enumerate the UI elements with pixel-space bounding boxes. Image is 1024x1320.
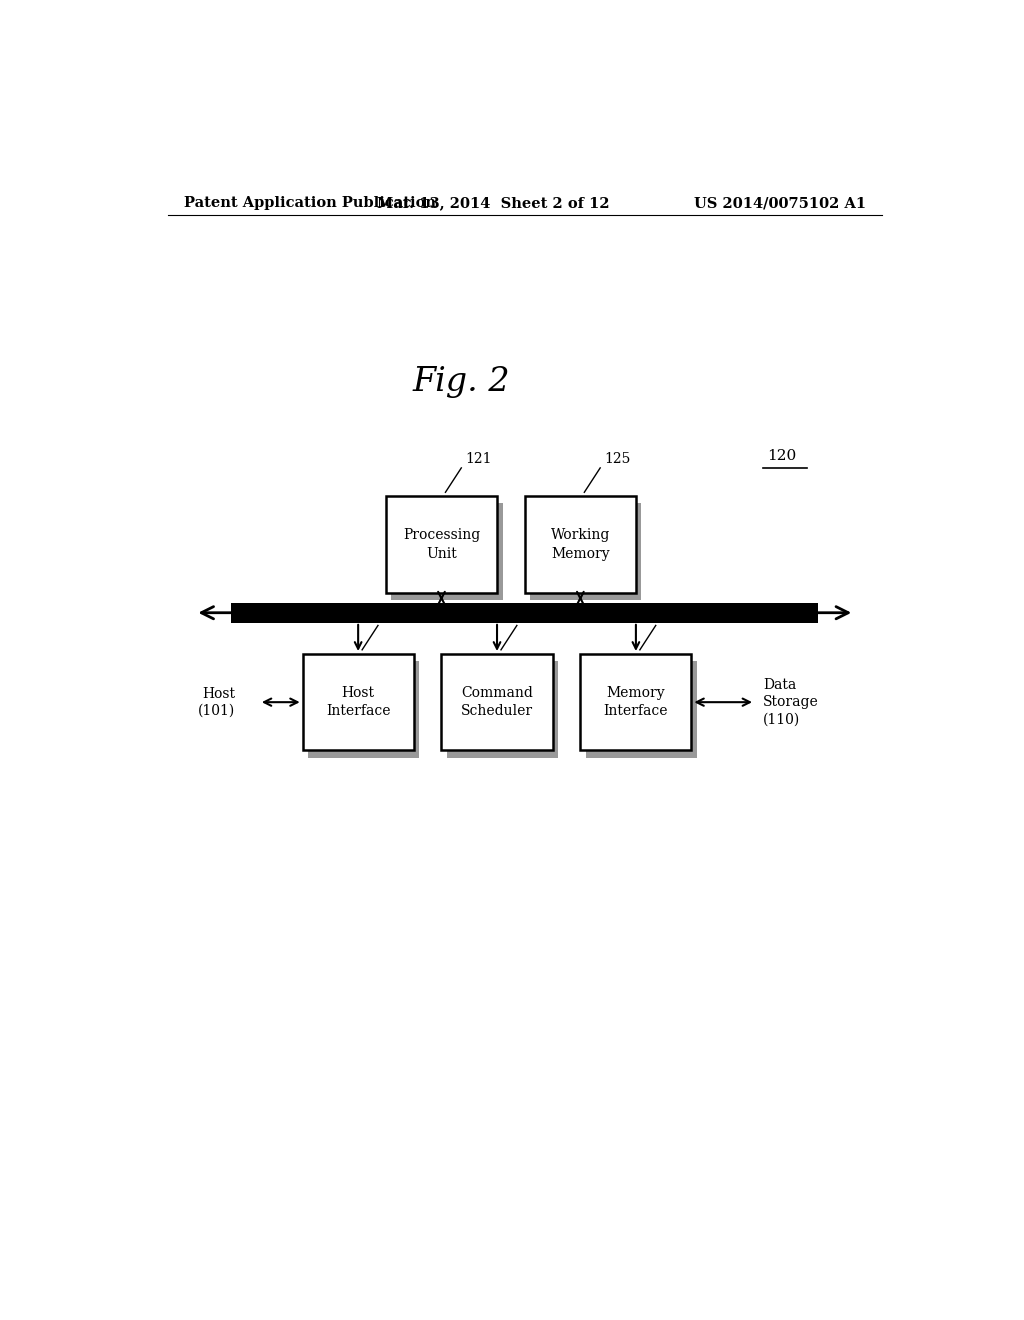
Text: 125: 125 (604, 451, 631, 466)
Text: Working
Memory: Working Memory (551, 528, 610, 561)
Text: Processing
Unit: Processing Unit (402, 528, 480, 561)
Text: Data
Storage
(110): Data Storage (110) (763, 678, 818, 726)
Bar (441, 653, 553, 751)
Text: 123: 123 (659, 610, 686, 623)
Text: Host
(101): Host (101) (198, 686, 236, 718)
Bar (386, 496, 497, 593)
Text: Mar. 13, 2014  Sheet 2 of 12: Mar. 13, 2014 Sheet 2 of 12 (377, 197, 609, 210)
Bar (581, 653, 691, 751)
Text: US 2014/0075102 A1: US 2014/0075102 A1 (694, 197, 866, 210)
Text: 124: 124 (521, 610, 548, 623)
Bar (303, 653, 414, 751)
Bar (524, 496, 636, 593)
Text: Command
Scheduler: Command Scheduler (461, 686, 534, 718)
Text: 121: 121 (465, 451, 492, 466)
Bar (530, 503, 641, 601)
Text: Fig. 2: Fig. 2 (413, 366, 510, 399)
Bar (447, 661, 558, 758)
Bar (308, 661, 419, 758)
Text: Patent Application Publication: Patent Application Publication (183, 197, 435, 210)
Text: 120: 120 (767, 449, 796, 463)
Bar (231, 602, 818, 623)
Text: Memory
Interface: Memory Interface (604, 686, 668, 718)
Bar (391, 503, 503, 601)
Text: Host
Interface: Host Interface (326, 686, 390, 718)
Bar (586, 661, 697, 758)
Text: 122: 122 (382, 610, 409, 623)
